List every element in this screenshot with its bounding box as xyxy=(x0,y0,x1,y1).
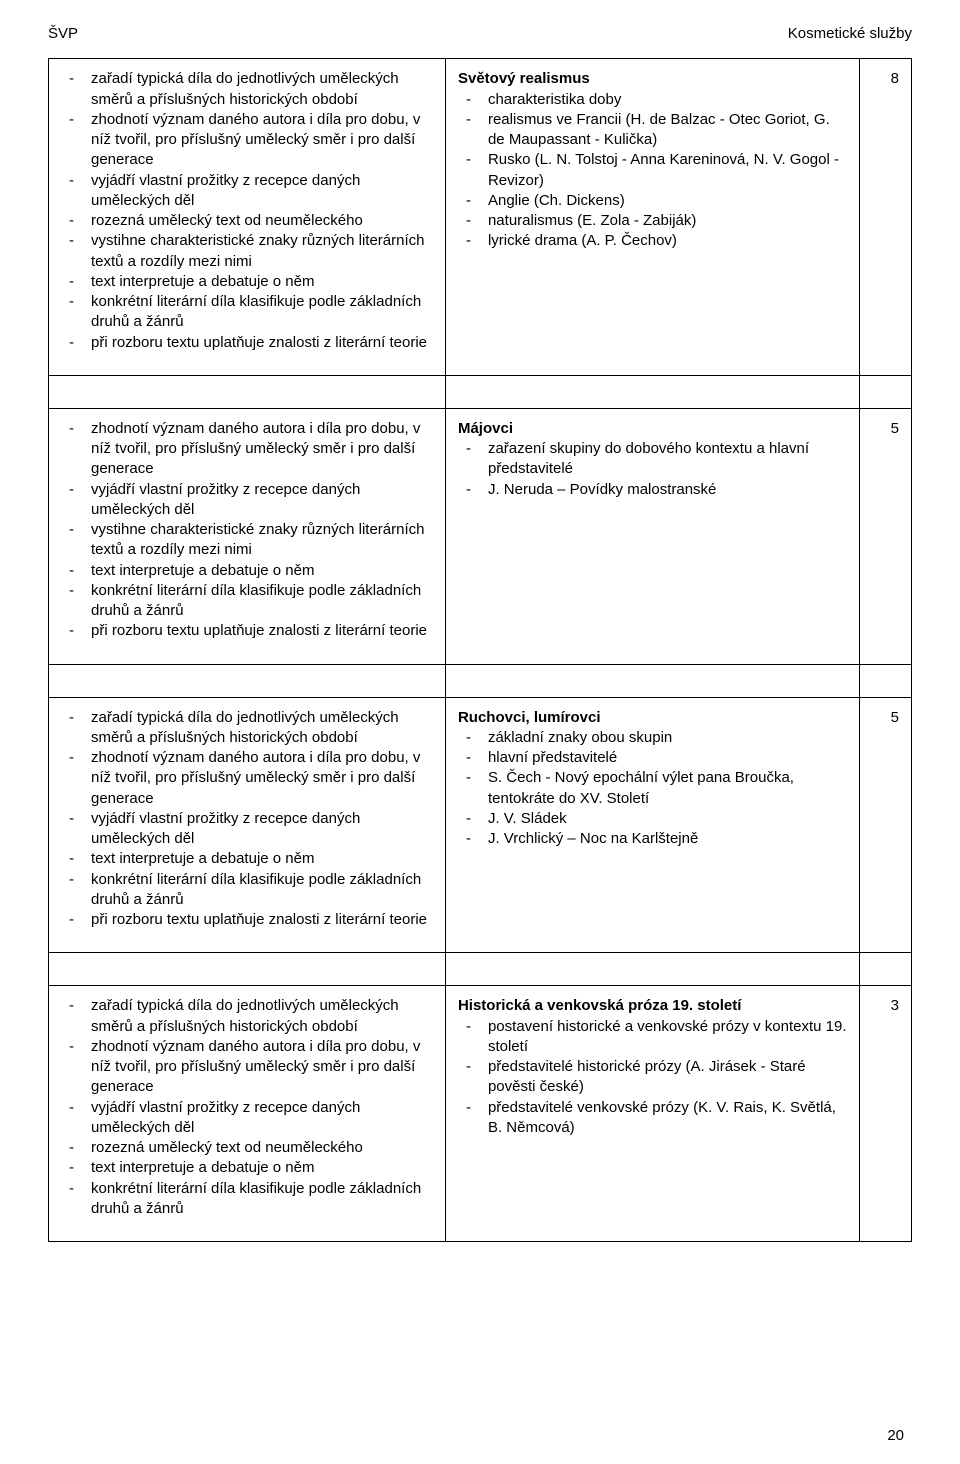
outcomes-cell: zhodnotí význam daného autora i díla pro… xyxy=(49,408,446,664)
list-item: konkrétní literární díla klasifikuje pod… xyxy=(61,870,433,911)
topic-list: postavení historické a venkovské prózy v… xyxy=(458,1017,847,1139)
list-item: vyjádří vlastní prožitky z recepce danýc… xyxy=(61,809,433,850)
topic-list: zařazení skupiny do dobového kontextu a … xyxy=(458,439,847,500)
topic-cell: Světový realismus charakteristika doby r… xyxy=(445,59,859,376)
list-item: lyrické drama (A. P. Čechov) xyxy=(458,231,847,251)
list-item: zařadí typická díla do jednotlivých uměl… xyxy=(61,996,433,1037)
spacer-row xyxy=(49,664,912,697)
topic-list: charakteristika doby realismus ve Franci… xyxy=(458,90,847,252)
topic-list: základní znaky obou skupin hlavní předst… xyxy=(458,728,847,850)
page-header: ŠVP Kosmetické služby xyxy=(48,24,912,44)
outcomes-list: zařadí typická díla do jednotlivých uměl… xyxy=(61,708,433,931)
list-item: Anglie (Ch. Dickens) xyxy=(458,191,847,211)
list-item: Rusko (L. N. Tolstoj - Anna Kareninová, … xyxy=(458,150,847,191)
list-item: text interpretuje a debatuje o něm xyxy=(61,561,433,581)
outcomes-list: zhodnotí význam daného autora i díla pro… xyxy=(61,419,433,642)
header-right: Kosmetické služby xyxy=(788,24,912,44)
table-row: zařadí typická díla do jednotlivých uměl… xyxy=(49,697,912,953)
table-row: zařadí typická díla do jednotlivých uměl… xyxy=(49,986,912,1242)
list-item: J. V. Sládek xyxy=(458,809,847,829)
list-item: charakteristika doby xyxy=(458,90,847,110)
curriculum-table: zařadí typická díla do jednotlivých uměl… xyxy=(48,58,912,1242)
outcomes-list: zařadí typická díla do jednotlivých uměl… xyxy=(61,996,433,1219)
list-item: zhodnotí význam daného autora i díla pro… xyxy=(61,419,433,480)
list-item: rozezná umělecký text od neuměleckého xyxy=(61,1138,433,1158)
list-item: naturalismus (E. Zola - Zabiják) xyxy=(458,211,847,231)
hours-cell: 3 xyxy=(860,986,912,1242)
table-row: zhodnotí význam daného autora i díla pro… xyxy=(49,408,912,664)
list-item: při rozboru textu uplatňuje znalosti z l… xyxy=(61,333,433,353)
list-item: konkrétní literární díla klasifikuje pod… xyxy=(61,292,433,333)
list-item: zhodnotí význam daného autora i díla pro… xyxy=(61,1037,433,1098)
list-item: text interpretuje a debatuje o něm xyxy=(61,849,433,869)
hours-cell: 8 xyxy=(860,59,912,376)
topic-cell: Májovci zařazení skupiny do dobového kon… xyxy=(445,408,859,664)
topic-cell: Ruchovci, lumírovci základní znaky obou … xyxy=(445,697,859,953)
list-item: S. Čech - Nový epochální výlet pana Brou… xyxy=(458,768,847,809)
list-item: hlavní představitelé xyxy=(458,748,847,768)
list-item: zařadí typická díla do jednotlivých uměl… xyxy=(61,708,433,749)
list-item: rozezná umělecký text od neuměleckého xyxy=(61,211,433,231)
page-number: 20 xyxy=(887,1426,904,1446)
list-item: vyjádří vlastní prožitky z recepce danýc… xyxy=(61,480,433,521)
list-item: konkrétní literární díla klasifikuje pod… xyxy=(61,581,433,622)
list-item: zhodnotí význam daného autora i díla pro… xyxy=(61,110,433,171)
list-item: vystihne charakteristické znaky různých … xyxy=(61,231,433,272)
list-item: zhodnotí význam daného autora i díla pro… xyxy=(61,748,433,809)
table-row: zařadí typická díla do jednotlivých uměl… xyxy=(49,59,912,376)
list-item: konkrétní literární díla klasifikuje pod… xyxy=(61,1179,433,1220)
outcomes-cell: zařadí typická díla do jednotlivých uměl… xyxy=(49,59,446,376)
list-item: postavení historické a venkovské prózy v… xyxy=(458,1017,847,1058)
list-item: základní znaky obou skupin xyxy=(458,728,847,748)
list-item: představitelé historické prózy (A. Jirás… xyxy=(458,1057,847,1098)
list-item: zařazení skupiny do dobového kontextu a … xyxy=(458,439,847,480)
list-item: J. Vrchlický – Noc na Karlštejně xyxy=(458,829,847,849)
list-item: zařadí typická díla do jednotlivých uměl… xyxy=(61,69,433,110)
list-item: realismus ve Francii (H. de Balzac - Ote… xyxy=(458,110,847,151)
list-item: vyjádří vlastní prožitky z recepce danýc… xyxy=(61,1098,433,1139)
hours-cell: 5 xyxy=(860,697,912,953)
header-left: ŠVP xyxy=(48,24,78,44)
spacer-row xyxy=(49,953,912,986)
topic-title: Ruchovci, lumírovci xyxy=(458,708,847,728)
page: ŠVP Kosmetické služby zařadí typická díl… xyxy=(0,0,960,1464)
outcomes-list: zařadí typická díla do jednotlivých uměl… xyxy=(61,69,433,353)
topic-title: Májovci xyxy=(458,419,847,439)
outcomes-cell: zařadí typická díla do jednotlivých uměl… xyxy=(49,986,446,1242)
list-item: J. Neruda – Povídky malostranské xyxy=(458,480,847,500)
topic-title: Historická a venkovská próza 19. století xyxy=(458,996,847,1016)
list-item: text interpretuje a debatuje o něm xyxy=(61,272,433,292)
list-item: text interpretuje a debatuje o něm xyxy=(61,1158,433,1178)
list-item: vystihne charakteristické znaky různých … xyxy=(61,520,433,561)
list-item: vyjádří vlastní prožitky z recepce danýc… xyxy=(61,171,433,212)
hours-cell: 5 xyxy=(860,408,912,664)
list-item: při rozboru textu uplatňuje znalosti z l… xyxy=(61,910,433,930)
list-item: při rozboru textu uplatňuje znalosti z l… xyxy=(61,621,433,641)
list-item: představitelé venkovské prózy (K. V. Rai… xyxy=(458,1098,847,1139)
outcomes-cell: zařadí typická díla do jednotlivých uměl… xyxy=(49,697,446,953)
topic-cell: Historická a venkovská próza 19. století… xyxy=(445,986,859,1242)
topic-title: Světový realismus xyxy=(458,69,847,89)
spacer-row xyxy=(49,375,912,408)
